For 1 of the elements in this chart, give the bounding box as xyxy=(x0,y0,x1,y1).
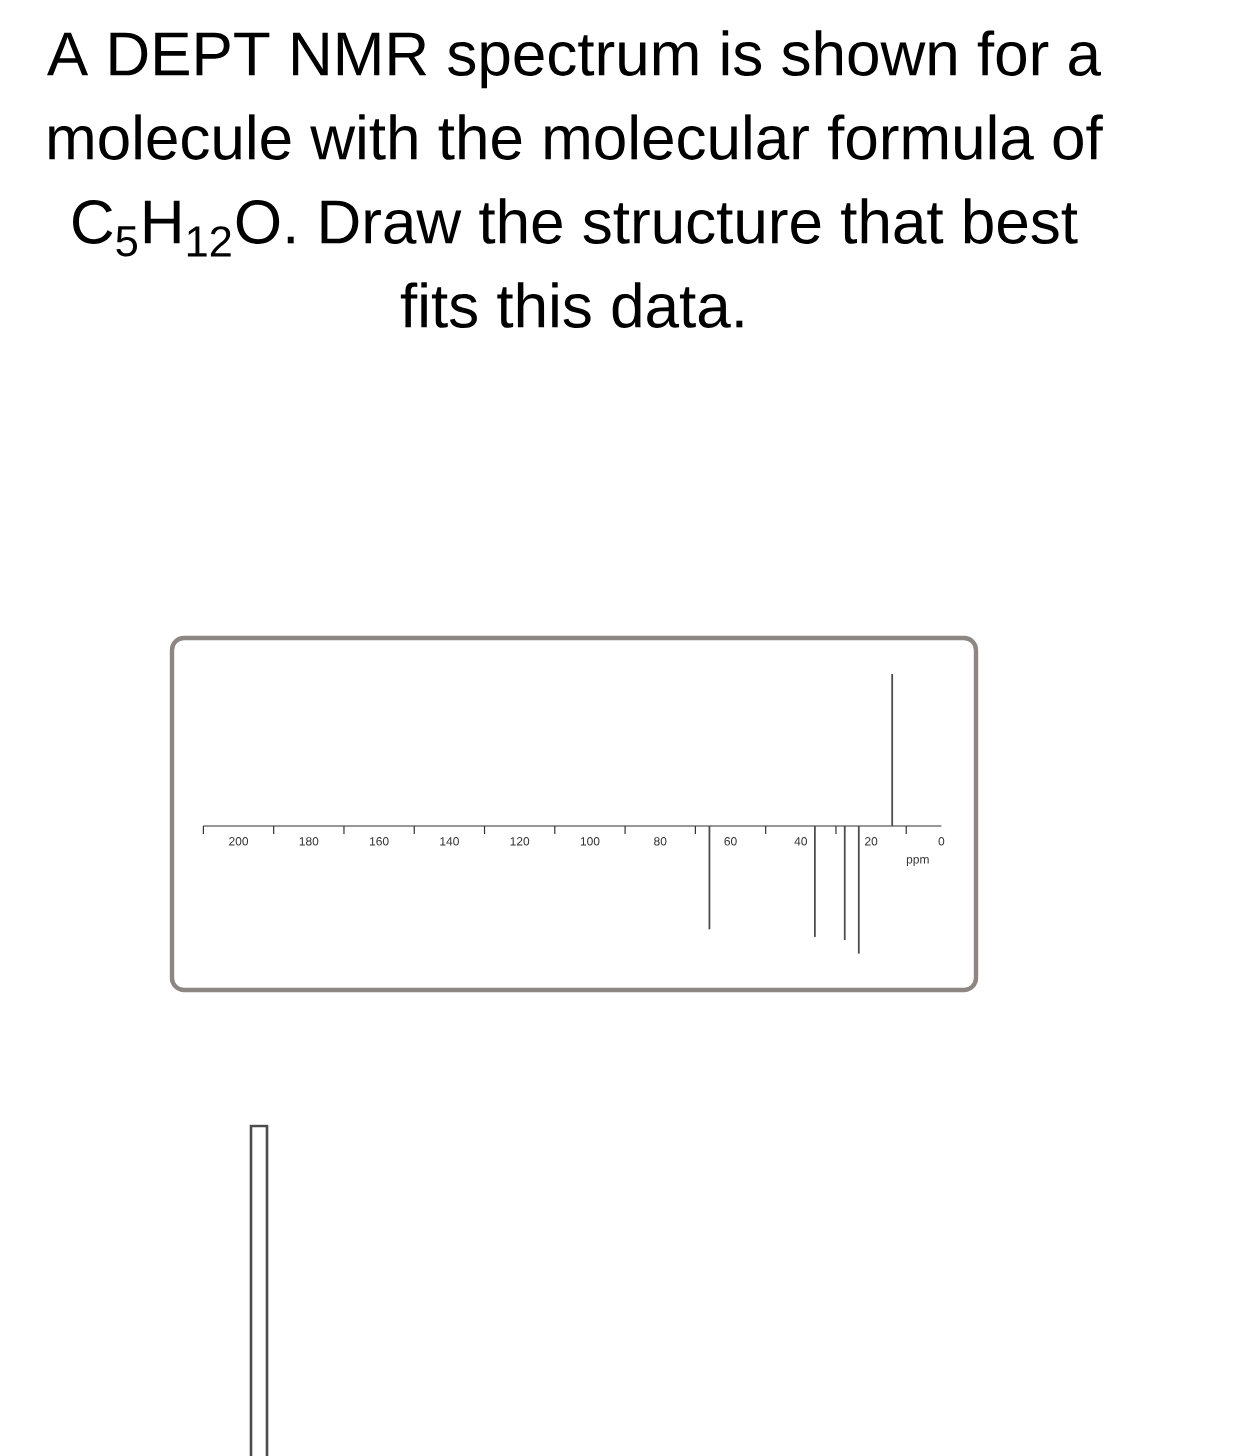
chart-title: A DEPT NMR spectrum is shown for a molecule with the molecular formula of C$_{5}$H$_{12}$O. Draw the structure that best fits this data. xyxy=(46,30,1103,328)
